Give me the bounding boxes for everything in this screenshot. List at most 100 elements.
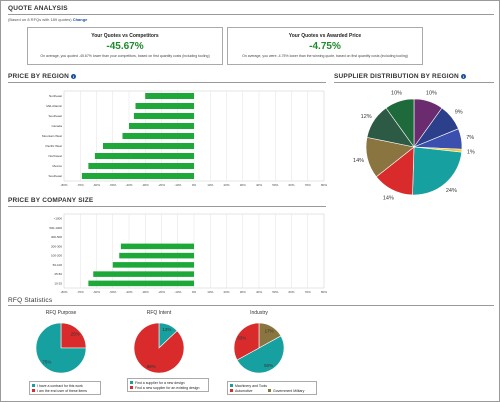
slice-label: 12%	[361, 114, 372, 120]
card-title: Your Quotes vs Awarded Price	[288, 33, 362, 39]
x-tick-label: 50%	[272, 183, 278, 187]
bar	[93, 271, 194, 277]
category-label: 500-1000	[49, 226, 62, 230]
slice-label: 10%	[391, 91, 402, 97]
category-label: Canada	[51, 124, 62, 128]
category-label: 300-500	[51, 235, 62, 239]
x-tick-label: -50%	[109, 290, 116, 294]
category-label: 50-100	[53, 263, 63, 267]
industry-title: Industry	[250, 310, 268, 316]
card-vs-awarded: Your Quotes vs Awarded Price -4.75% On a…	[227, 27, 423, 65]
legend-item: I am the end user of these items	[32, 388, 98, 393]
rfq-intent-title: RFQ Intent	[146, 310, 172, 316]
rfq-purpose-title: RFQ Purpose	[45, 310, 77, 316]
based-on-text: (Based on 8 RFQs with 189 quotes) Change	[8, 17, 88, 22]
pie-slice	[412, 146, 463, 196]
price-by-company-size-title: PRICE BY COMPANY SIZE	[8, 197, 94, 204]
rfq-statistics-title: RFQ Statistics	[8, 297, 53, 304]
industry-legend: Machinery and Tools Automotive Governmen…	[227, 381, 317, 395]
category-label: Northwest	[48, 154, 62, 158]
bar	[119, 252, 194, 259]
bar	[122, 133, 194, 139]
price-by-region-chart: -80% -70% -60% -50% -40% -30% -20% -10% 0% 10% 20%…	[42, 90, 327, 187]
legend-item: Find a new supplier for an existing desi…	[130, 385, 206, 390]
card-value: -4.75%	[309, 41, 341, 52]
x-tick-label: -30%	[142, 290, 149, 294]
category-label: Pacific West	[46, 144, 63, 148]
price-by-company-size-chart: -80% -70% -60% -50% -40% -30% -20% -10% 0% 10% 20%…	[49, 213, 327, 294]
company-size-divider	[8, 206, 326, 207]
pie-slice	[60, 322, 87, 349]
category-label: Southeast	[48, 174, 62, 178]
x-tick-label: -80%	[60, 290, 67, 294]
category-label: 25-50	[54, 272, 62, 276]
x-tick-label: 40%	[256, 290, 262, 294]
pie-slice	[233, 322, 260, 361]
slice-label: 75%	[42, 360, 51, 365]
category-label: Mid-Atlantic	[46, 104, 62, 108]
slice-label: 1%	[467, 149, 475, 155]
supplier-distribution-chart: 10% 9% 7% 1% 24% 14% 14% 12% 10%	[353, 91, 475, 202]
legend-item: Automotive	[230, 388, 268, 393]
x-tick-label: -70%	[77, 290, 84, 294]
legend-item: Government Military	[268, 388, 304, 393]
bar	[133, 113, 194, 119]
bar	[81, 173, 194, 179]
info-icon[interactable]: i	[71, 73, 77, 79]
category-label: Mexico	[52, 164, 62, 168]
category-label: 10-25	[54, 281, 62, 285]
rfq-purpose-legend: I have a contract for this work I am the…	[29, 381, 101, 395]
bar	[103, 143, 194, 149]
card-description: On average, you quoted -45.67% lower tha…	[40, 54, 210, 58]
x-tick-label: 60%	[288, 183, 294, 187]
x-tick-label: -20%	[158, 290, 165, 294]
bar	[88, 163, 194, 169]
slice-label: 13%	[162, 327, 171, 332]
category-label: <1000	[54, 217, 63, 221]
x-tick-label: -30%	[142, 183, 149, 187]
slice-label: 9%	[455, 109, 463, 115]
x-tick-label: -50%	[109, 183, 116, 187]
title-divider	[8, 14, 494, 15]
slice-label: 10%	[426, 91, 437, 97]
change-link[interactable]: Change	[72, 17, 88, 22]
x-tick-label: 0%	[192, 183, 197, 187]
x-tick-label: 30%	[240, 290, 246, 294]
x-tick-label: 50%	[272, 290, 278, 294]
slice-label: 14%	[353, 158, 364, 164]
category-label: Southeast	[48, 114, 62, 118]
card-description: On average, you were -4.75% lower than t…	[242, 54, 408, 58]
x-tick-label: 80%	[321, 183, 327, 187]
pie-slice	[236, 335, 285, 374]
bar	[129, 123, 194, 129]
card-vs-competitors: Your Quotes vs Competitors -45.67% On av…	[27, 27, 223, 65]
region-divider	[8, 82, 326, 83]
category-label: Mountain West	[42, 134, 62, 138]
rfq-purpose-chart: 25% 75%	[35, 322, 87, 374]
slice-label: 88%	[147, 364, 156, 369]
industry-chart: 17% 50% 33%	[233, 322, 285, 374]
x-tick-label: 40%	[256, 183, 262, 187]
info-icon[interactable]: i	[460, 73, 466, 79]
x-tick-label: -60%	[93, 183, 100, 187]
x-tick-label: -80%	[60, 183, 67, 187]
card-title: Your Quotes vs Competitors	[91, 33, 159, 39]
x-tick-label: 10%	[207, 183, 213, 187]
legend-item: I have a contract for this work	[32, 383, 98, 388]
legend-item: Find a supplier for a new design	[130, 380, 206, 385]
slice-label: 24%	[446, 188, 457, 194]
slice-label: 25%	[71, 331, 80, 336]
x-tick-label: -40%	[125, 183, 132, 187]
bar	[94, 153, 194, 159]
pie-slice	[133, 322, 185, 374]
x-tick-label: -40%	[125, 290, 132, 294]
slice-label: 17%	[265, 328, 274, 333]
supplier-distribution-title: SUPPLIER DISTRIBUTION BY REGION i	[334, 73, 466, 80]
slice-label: 7%	[466, 135, 474, 141]
x-tick-label: -10%	[174, 183, 181, 187]
slice-label: 14%	[383, 196, 394, 202]
price-by-region-title: PRICE BY REGION i	[8, 73, 77, 80]
x-tick-label: -10%	[174, 290, 181, 294]
category-label: Northeast	[49, 94, 62, 98]
